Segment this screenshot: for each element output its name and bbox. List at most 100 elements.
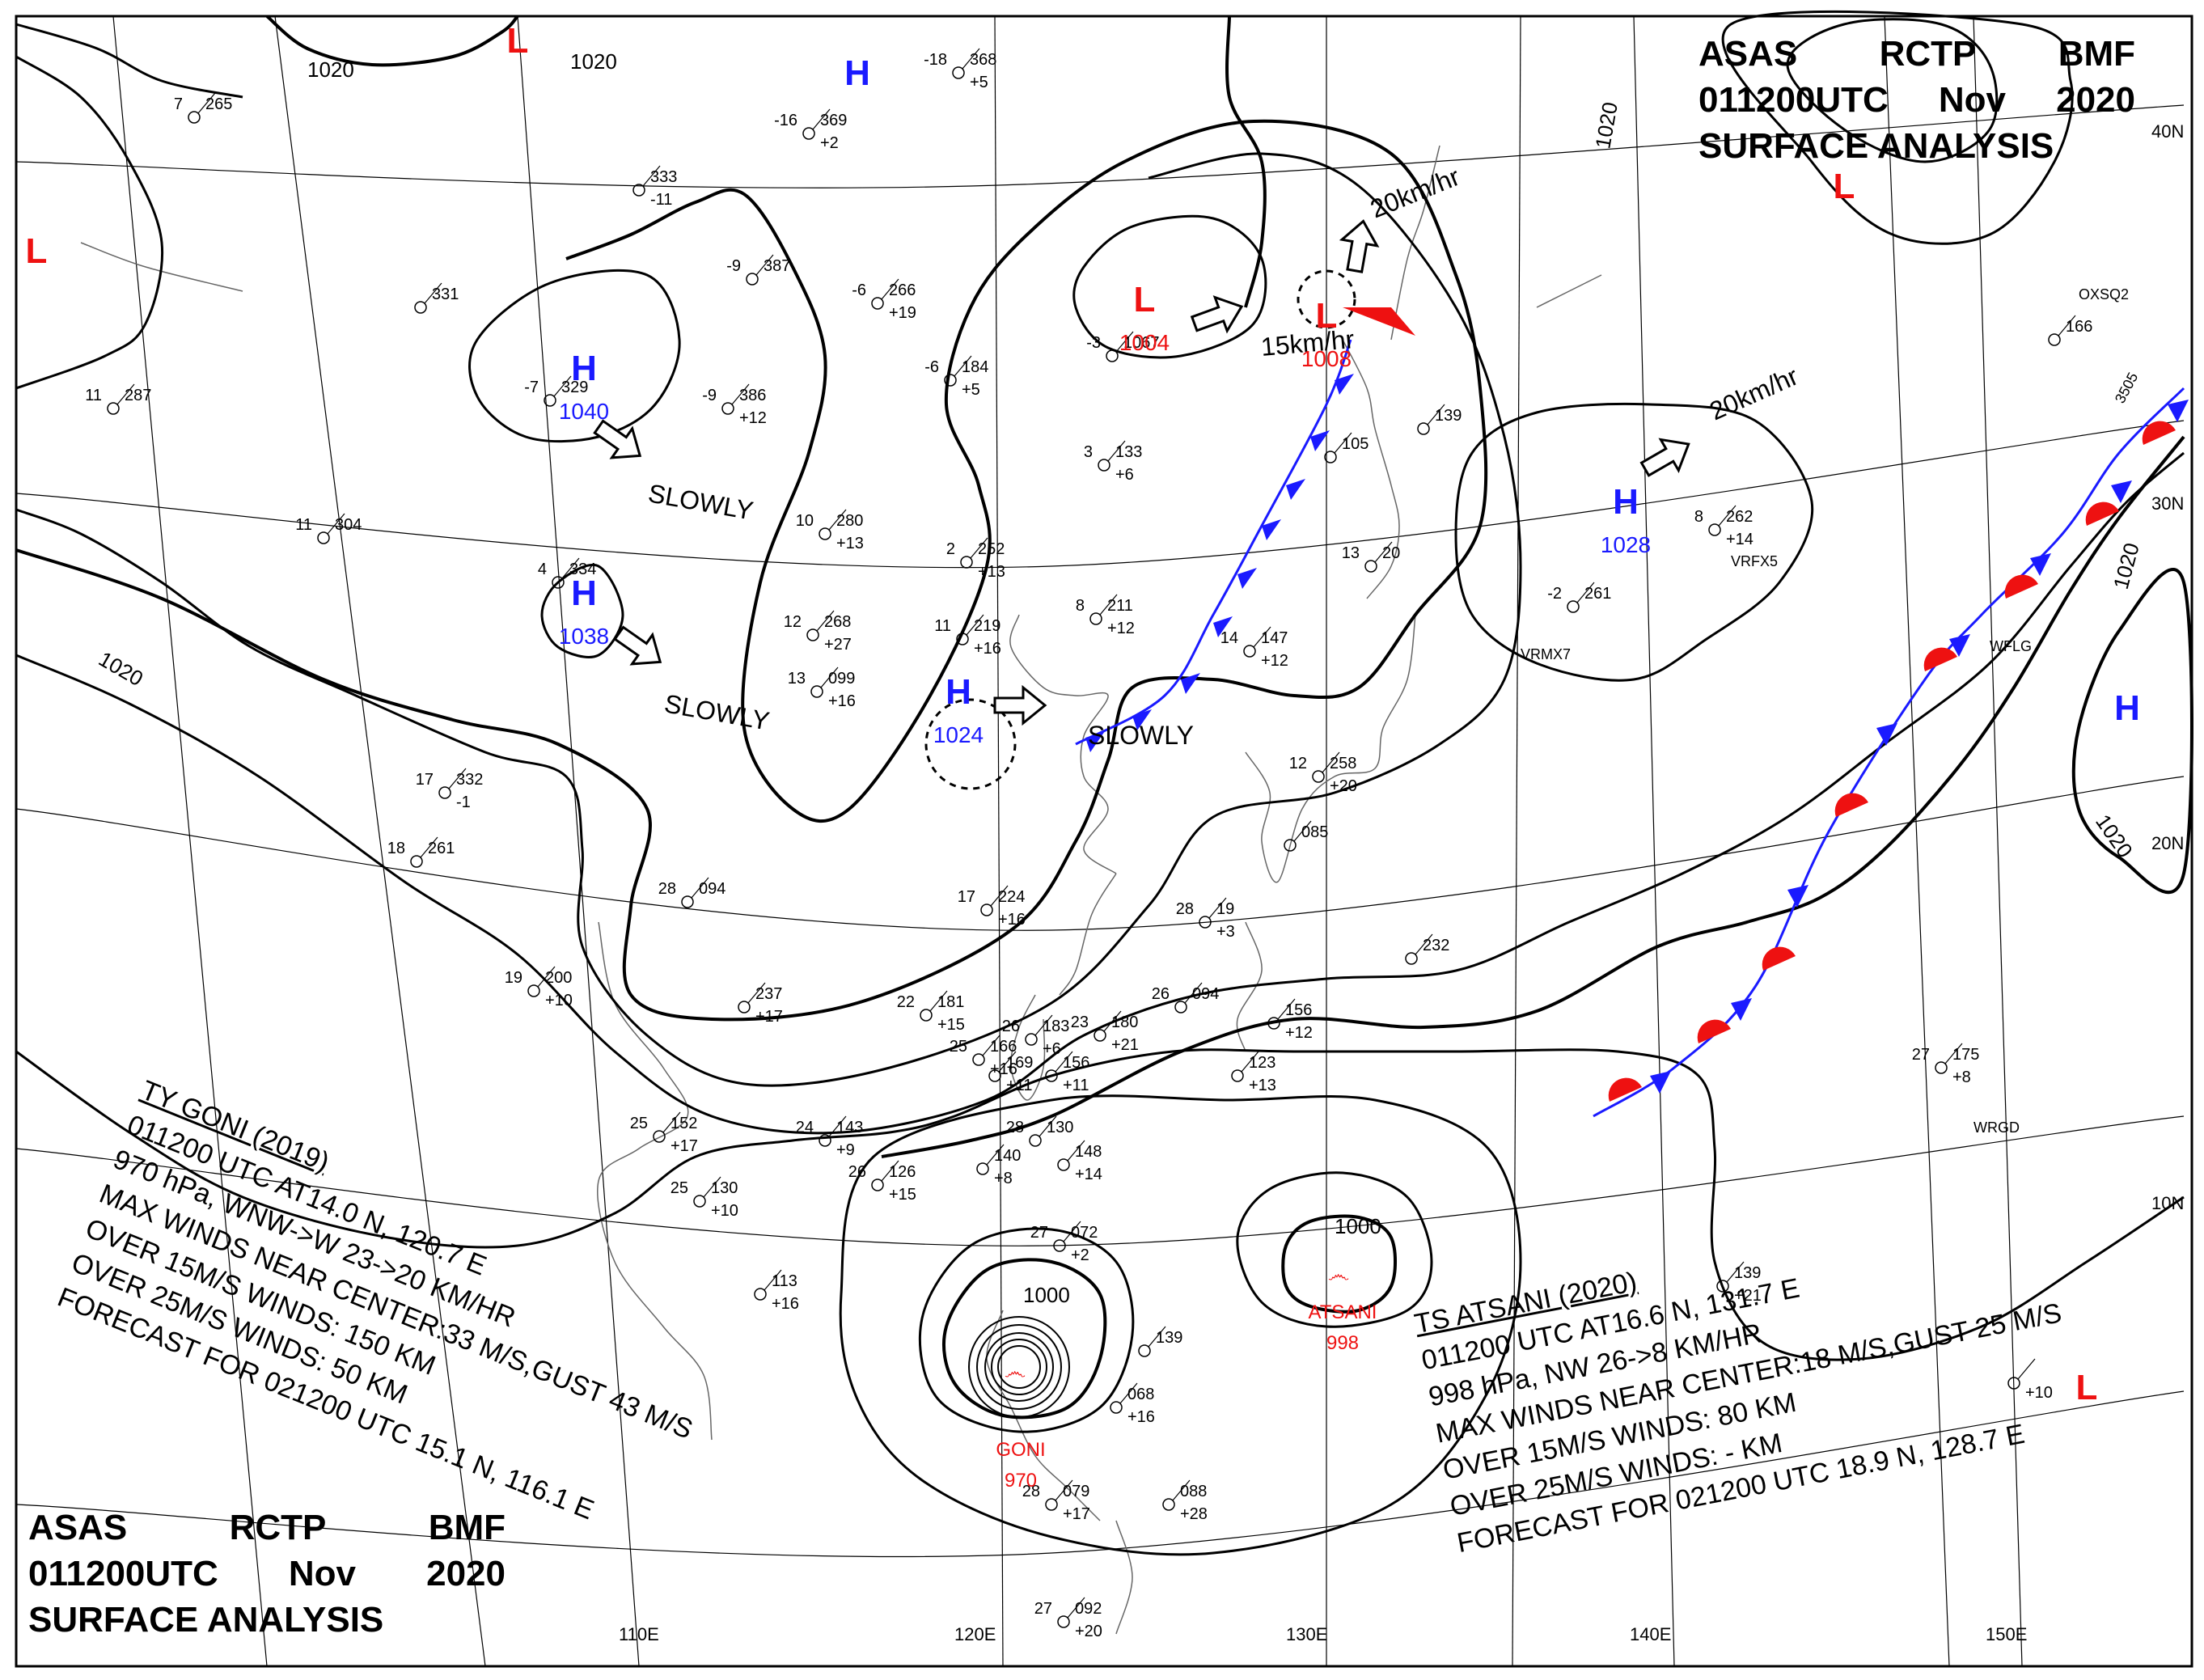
- wind-barb: [1718, 505, 1737, 527]
- isobar-20: [942, 1258, 1107, 1420]
- station-pressure: 19: [1216, 900, 1234, 918]
- station-circle: [1025, 1033, 1038, 1046]
- station-plot: 068+16: [1110, 1382, 1155, 1426]
- station-plot: 28 19 +3: [1176, 897, 1235, 941]
- wind-barb: [1374, 541, 1393, 563]
- station-pressure: 261: [428, 840, 455, 857]
- station-tendency: +12: [1107, 620, 1135, 637]
- parallel-line: [15, 1115, 2185, 1246]
- station-circle: [653, 1130, 666, 1143]
- station-pressure: 148: [1075, 1143, 1102, 1161]
- goni-ring-4: [968, 1316, 1070, 1418]
- station-plot: -9 387: [726, 254, 790, 286]
- warm-front-bump: [1762, 946, 1796, 971]
- station-temperature: 24: [796, 1119, 814, 1136]
- station-circle: [806, 628, 819, 641]
- header-time: 011200UTC: [28, 1554, 218, 1593]
- station-pressure: 156: [1063, 1054, 1089, 1072]
- station-pressure: 262: [1726, 508, 1753, 526]
- isobar-16: [1281, 1214, 1398, 1314]
- low-center-label: L: [2076, 1368, 2098, 1407]
- station-pressure: 130: [1047, 1119, 1073, 1136]
- station-tendency: +6: [1115, 466, 1134, 484]
- goni-ring-0: [997, 1345, 1041, 1389]
- station-temperature: -16: [774, 112, 797, 129]
- station-temperature: 17: [416, 771, 434, 789]
- station-tendency: +16: [828, 692, 856, 710]
- station-tendency: +17: [1063, 1505, 1090, 1523]
- wind-barb: [1427, 404, 1445, 425]
- center-pressure-value: 1028: [1601, 532, 1651, 557]
- isobar-11: [1072, 214, 1267, 359]
- high-center-label: H: [2114, 688, 2140, 728]
- station-circle: [819, 1134, 831, 1147]
- station-plot: -6 266 +19: [852, 278, 916, 322]
- station-temperature: 27: [1034, 1600, 1052, 1618]
- station-plot: 2 252 +13: [946, 537, 1005, 581]
- warm-front-bump: [1923, 647, 1957, 671]
- station-plot: 232: [1405, 933, 1449, 965]
- motion-label: SLOWLY: [1088, 721, 1194, 750]
- station-circle: [438, 786, 451, 799]
- station-pressure: 126: [889, 1163, 916, 1181]
- station-circle: [2007, 1377, 2020, 1390]
- station-tendency: +11: [1063, 1077, 1089, 1094]
- station-pressure: 152: [671, 1115, 697, 1132]
- station-pressure: 147: [1261, 629, 1288, 647]
- wind-barb: [966, 614, 984, 636]
- station-temperature: 13: [788, 670, 806, 688]
- wind-barb: [448, 768, 467, 789]
- meridian-line: [274, 15, 486, 1667]
- station-circle: [1405, 952, 1418, 965]
- parallel-line: [15, 104, 2185, 188]
- station-pressure: 334: [569, 561, 596, 578]
- header-title: SURFACE ANALYSIS: [1698, 126, 2054, 166]
- map-frame: [15, 15, 2193, 1668]
- station-temperature: 19: [505, 969, 522, 987]
- wind-barb: [1184, 982, 1203, 1004]
- station-pressure: 072: [1071, 1224, 1098, 1242]
- station-plot: 22 181 +15: [897, 990, 965, 1034]
- wind-barb: [929, 990, 948, 1012]
- center-pressure-value: 1038: [559, 624, 609, 649]
- longitude-label: 110E: [619, 1624, 659, 1644]
- station-temperature: -6: [924, 358, 939, 376]
- station-circle: [544, 394, 556, 407]
- station-plot: 12 258 +20: [1289, 751, 1357, 795]
- station-pressure: 130: [711, 1179, 738, 1197]
- station-temperature: 28: [658, 880, 676, 898]
- station-tendency: +21: [1111, 1036, 1139, 1054]
- wind-barb: [1322, 751, 1340, 773]
- wind-barb: [954, 355, 972, 377]
- station-tendency: -11: [650, 191, 672, 209]
- coastline-segment: [1342, 339, 1400, 599]
- station-circle: [2048, 333, 2061, 346]
- header-office: BMF: [428, 1508, 506, 1547]
- station-circle: [960, 556, 973, 569]
- station-plot: 23 180 +21: [1071, 1010, 1139, 1054]
- header-year: 2020: [426, 1554, 506, 1593]
- coastline-segment: [1236, 921, 1263, 1052]
- longitude-label: 120E: [954, 1624, 996, 1644]
- wind-barb: [982, 1035, 1000, 1056]
- station-pressure: 099: [828, 670, 855, 688]
- station-plot: 3 133 +6: [1084, 440, 1142, 484]
- coastline-segment: [1009, 614, 1117, 874]
- coastline-segment: [1536, 274, 1602, 308]
- ship-id: WRGD: [1973, 1119, 2020, 1136]
- station-pressure: 387: [764, 257, 790, 275]
- station-circle: [738, 1001, 751, 1014]
- isobar-7: [881, 435, 2185, 1158]
- longitude-label: 150E: [1986, 1624, 2027, 1644]
- station-plot: 26 126 +15: [848, 1160, 916, 1204]
- station-temperature: 26: [848, 1163, 866, 1181]
- station-circle: [1110, 1401, 1123, 1414]
- wind-barb: [1241, 1051, 1259, 1073]
- header-bottom-left: ASAS RCTP BMF 011200UTC Nov 2020 SURFACE…: [28, 1504, 506, 1643]
- station-circle: [107, 402, 120, 415]
- station-temperature: -3: [1086, 334, 1101, 352]
- station-temperature: 3: [1084, 443, 1093, 461]
- station-temperature: 25: [630, 1115, 648, 1132]
- station-circle: [976, 1162, 989, 1175]
